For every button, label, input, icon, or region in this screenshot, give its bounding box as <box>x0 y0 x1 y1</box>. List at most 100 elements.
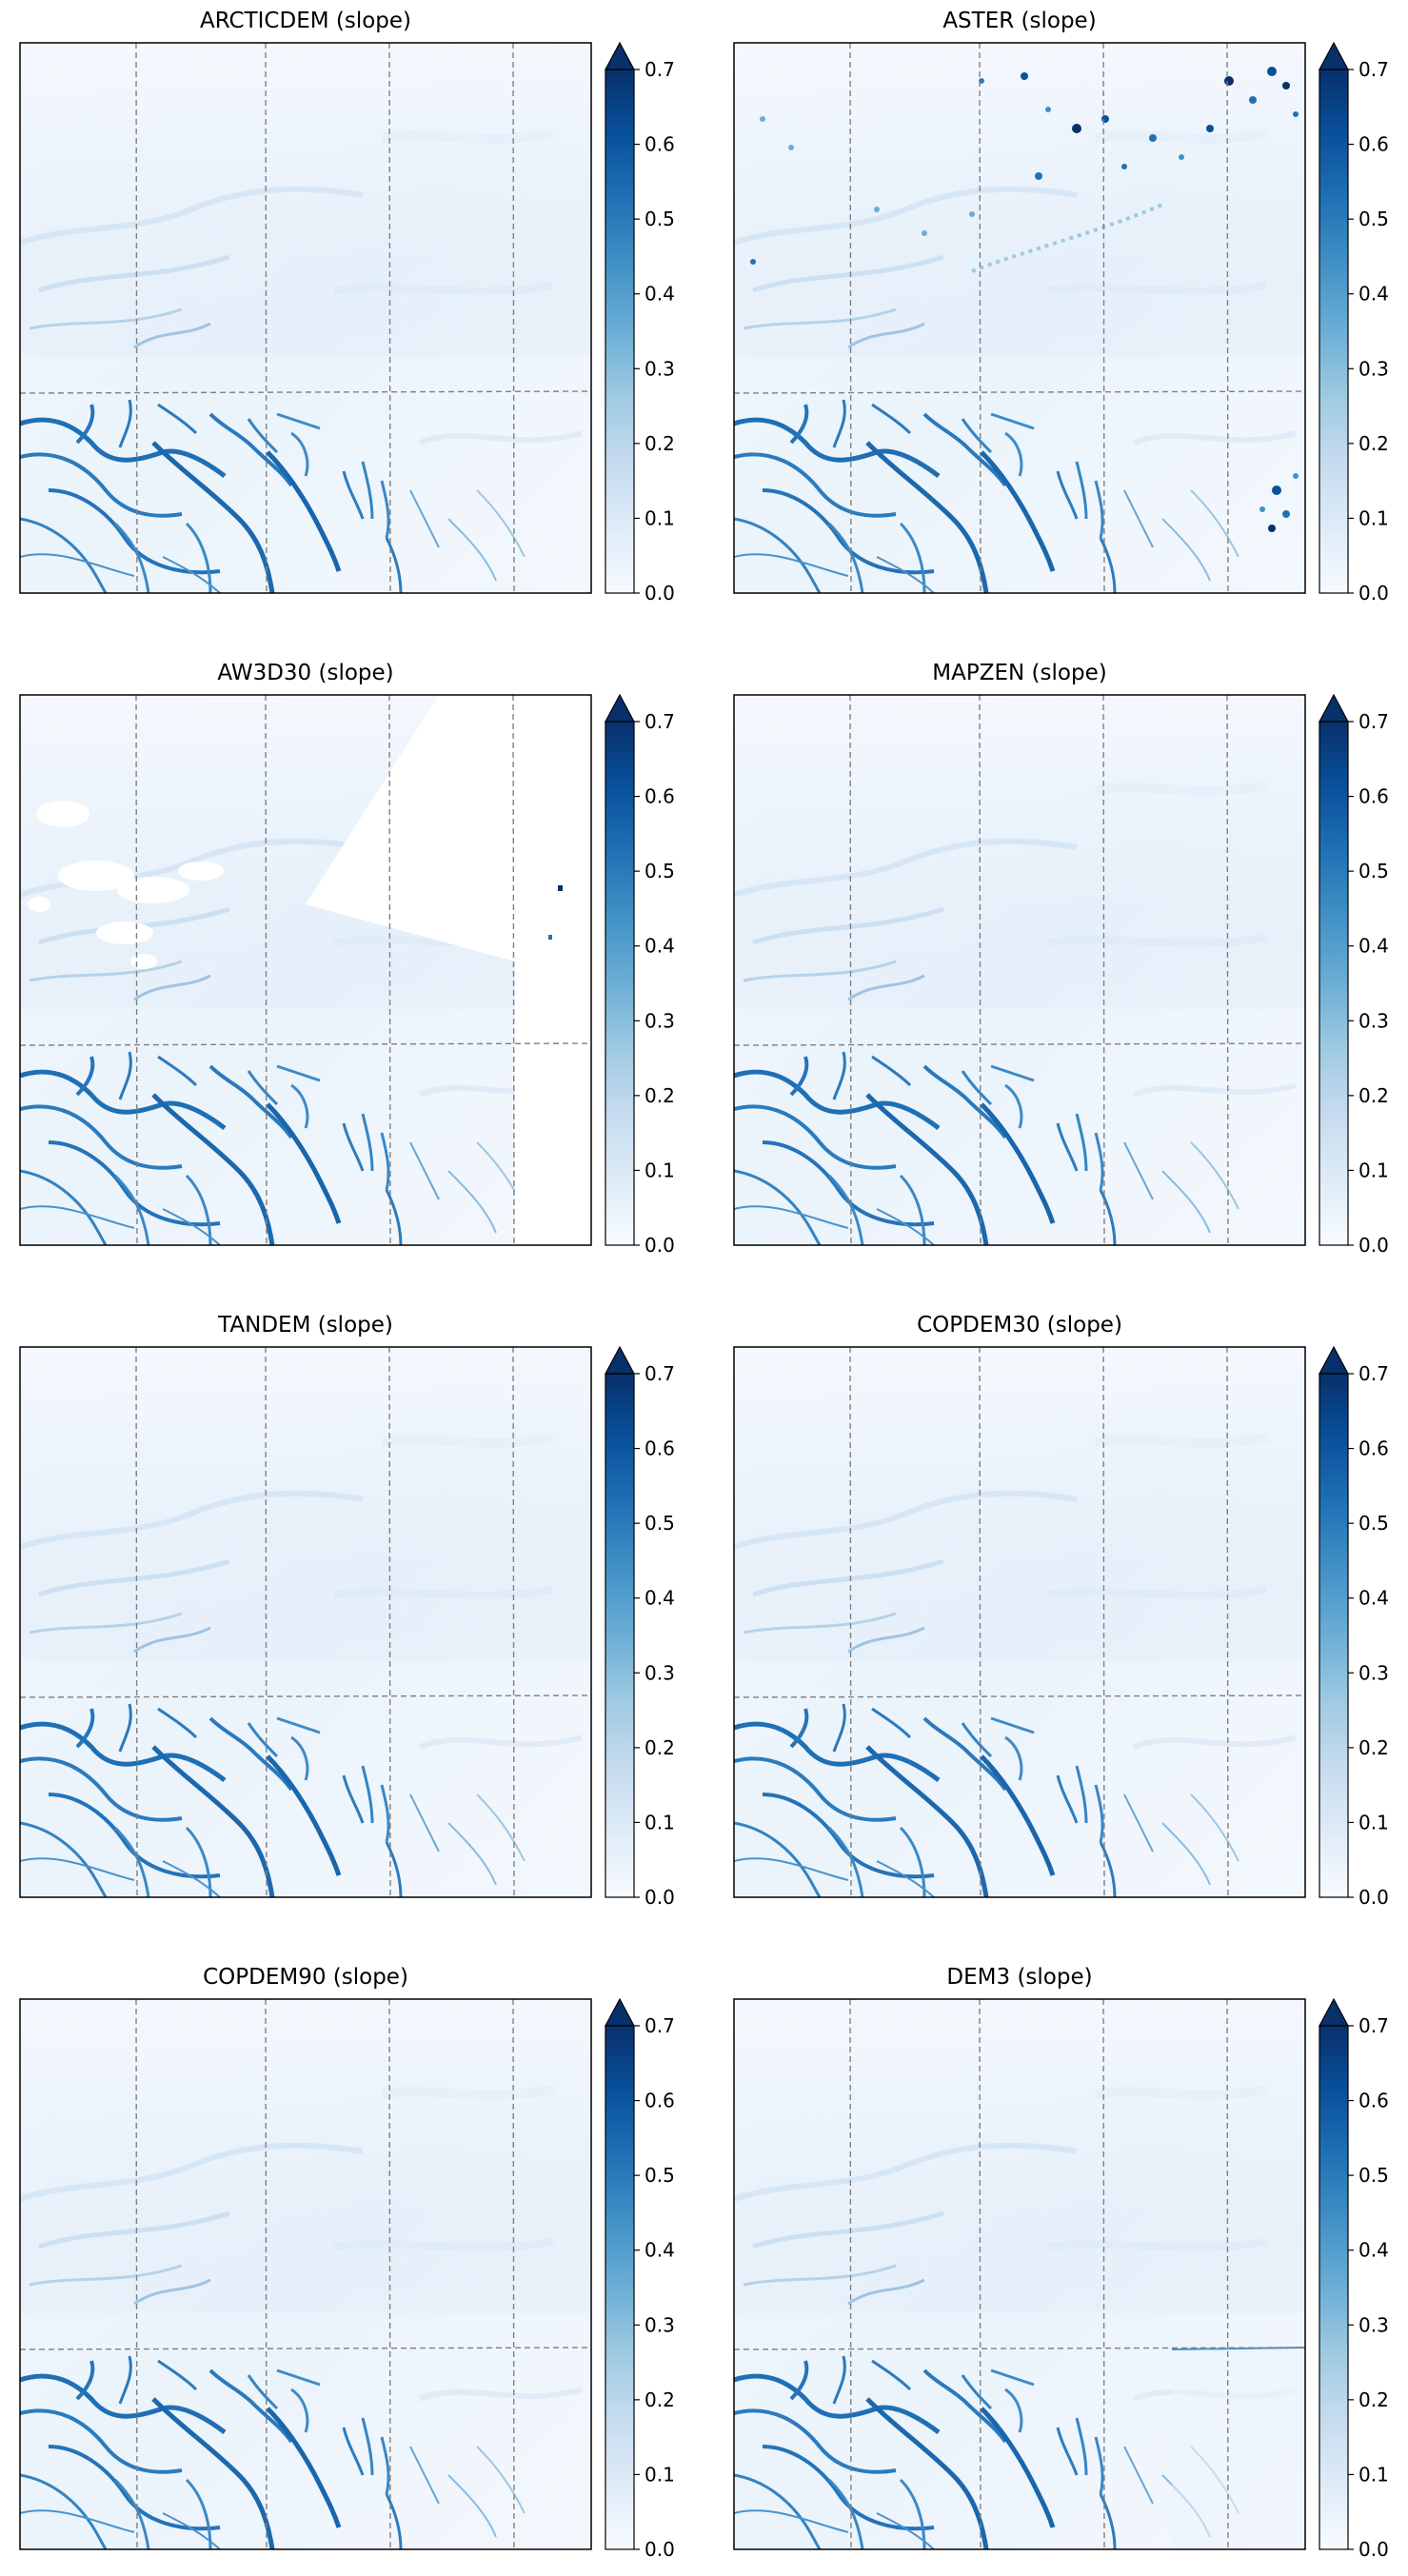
colorbar-tick-label: 0.5 <box>645 208 675 230</box>
panel-title: COPDEM30 (slope) <box>917 1313 1122 1338</box>
colorbar-tick-label: 0.7 <box>1358 2014 1389 2037</box>
colorbar-tick-label: 0.7 <box>1358 710 1389 733</box>
slope-raster <box>20 43 591 593</box>
gridline-parallel <box>20 1694 591 1698</box>
colorbar-extend-arrow <box>1318 1997 1350 2027</box>
gridline-meridian <box>979 43 982 593</box>
colorbar-tick-label: 0.7 <box>645 710 675 733</box>
colorbar: 0.0 0.1 0.2 0.3 0.4 0.5 0.6 0.7 <box>604 1345 675 1909</box>
slope-raster <box>734 695 1305 1245</box>
gridline-parallel <box>734 390 1305 394</box>
colorbar-extend-arrow <box>604 1997 636 2027</box>
colorbar-tick-label: 0.0 <box>1358 1886 1389 1909</box>
gridline-meridian <box>849 1999 852 2549</box>
gridline-parallel <box>734 1042 1305 1046</box>
colorbar-tick-label: 0.0 <box>1358 1234 1389 1257</box>
colorbar-gradient <box>605 721 635 1246</box>
colorbar-gradient <box>1319 69 1349 594</box>
gridline-meridian <box>512 43 515 593</box>
colorbar-tick-label: 0.7 <box>1358 58 1389 81</box>
gridline-meridian <box>388 695 391 1245</box>
colorbar-tick-label: 0.2 <box>1358 2388 1389 2411</box>
colorbar-tick-label: 0.5 <box>645 2164 675 2187</box>
colorbar-tick-label: 0.5 <box>1358 860 1389 882</box>
gridline-meridian <box>979 695 982 1245</box>
map-panel: TANDEM (slope) 0.0 0.1 0.2 0.3 0.4 0.5 0.6 0.7 <box>19 1313 675 1909</box>
gridline-meridian <box>512 1347 515 1897</box>
gridline-meridian <box>1102 1999 1105 2549</box>
colorbar-tick-label: 0.0 <box>645 582 675 604</box>
map-frame <box>19 1346 592 1898</box>
colorbar-tick-label: 0.1 <box>645 1159 675 1181</box>
map-frame <box>733 42 1306 594</box>
map-frame <box>19 1998 592 2550</box>
colorbar-extend-arrow <box>604 693 636 723</box>
colorbar-tick-label: 0.3 <box>1358 2313 1389 2336</box>
colorbar-tick-label: 0.6 <box>1358 1437 1389 1460</box>
colorbar-tick-label: 0.6 <box>645 133 675 156</box>
colorbar-tick-label: 0.5 <box>645 1512 675 1535</box>
colorbar-gradient <box>605 69 635 594</box>
colorbar: 0.0 0.1 0.2 0.3 0.4 0.5 0.6 0.7 <box>1318 41 1389 604</box>
colorbar-tick-label: 0.3 <box>1358 357 1389 380</box>
colorbar-tick-label: 0.0 <box>645 1234 675 1257</box>
slope-raster <box>734 1999 1305 2549</box>
map-frame <box>733 694 1306 1246</box>
panel-title: COPDEM90 (slope) <box>203 1965 408 1990</box>
gridline-meridian <box>388 1999 391 2549</box>
map-panel: DEM3 (slope) 0.0 0.1 0.2 0.3 0.4 0.5 0.6 0.7 <box>733 1965 1389 2561</box>
gridline-meridian <box>135 1347 138 1897</box>
colorbar-tick-label: 0.2 <box>645 2388 675 2411</box>
gridline-meridian <box>979 1347 982 1897</box>
map-panel: ARCTICDEM (slope)0.00.10.20.30.40.50.60.… <box>19 9 675 604</box>
colorbar-tick-label: 0.3 <box>645 1661 675 1684</box>
colorbar-tick-label: 0.6 <box>645 2090 675 2112</box>
colorbar-tick-label: 0.0 <box>1358 582 1389 604</box>
slope-raster <box>20 1347 591 1897</box>
colorbar-tick-label: 0.1 <box>645 2463 675 2486</box>
panels-layer: ARCTICDEM (slope)0.00.10.20.30.40.50.60.… <box>19 9 1389 2561</box>
colorbar-tick-label: 0.2 <box>645 1736 675 1759</box>
gridline-meridian <box>135 43 138 593</box>
gridline-parallel <box>734 2347 1305 2350</box>
colorbar: 0.0 0.1 0.2 0.3 0.4 0.5 0.6 0.7 <box>1318 1345 1389 1909</box>
colorbar-extend-arrow <box>1318 1345 1350 1375</box>
colorbar-tick-label: 0.4 <box>645 1587 675 1610</box>
gridline-meridian <box>135 1999 138 2549</box>
map-panel: COPDEM30 (slope) 0.0 0.1 0.2 0.3 0.4 0.5 0.6 0.7 <box>733 1313 1389 1909</box>
colorbar-tick-label: 0.1 <box>1358 1811 1389 1833</box>
colorbar-tick-label: 0.2 <box>1358 432 1389 455</box>
colorbar-tick-label: 0.5 <box>1358 2164 1389 2187</box>
gridline-meridian <box>265 1999 268 2549</box>
colorbar-tick-label: 0.5 <box>1358 208 1389 230</box>
colorbar-tick-label: 0.4 <box>1358 935 1389 958</box>
colorbar-tick-label: 0.0 <box>645 1886 675 1909</box>
gridline-meridian <box>1226 695 1229 1245</box>
map-frame <box>19 42 592 594</box>
colorbar-gradient <box>1319 1373 1349 1898</box>
gridline-parallel <box>734 1694 1305 1698</box>
colorbar-tick-label: 0.3 <box>645 357 675 380</box>
colorbar-gradient <box>1319 2025 1349 2550</box>
gridline-meridian <box>1226 1999 1229 2549</box>
colorbar: 0.0 0.1 0.2 0.3 0.4 0.5 0.6 0.7 <box>1318 693 1389 1257</box>
gridline-parallel <box>20 390 591 394</box>
colorbar-extend-arrow <box>604 41 636 70</box>
map-frame <box>733 1998 1306 2550</box>
panel-title: MAPZEN (slope) <box>932 661 1106 685</box>
slope-raster <box>20 1999 591 2549</box>
colorbar-extend-arrow <box>604 1345 636 1375</box>
gridline-meridian <box>1102 1347 1105 1897</box>
colorbar: 0.0 0.1 0.2 0.3 0.4 0.5 0.6 0.7 <box>604 693 675 1257</box>
colorbar-tick-label: 0.5 <box>645 860 675 882</box>
colorbar-gradient <box>605 1373 635 1898</box>
colorbar-tick-label: 0.6 <box>645 1437 675 1460</box>
gridline-parallel <box>20 1042 591 1046</box>
colorbar-tick-label: 0.6 <box>1358 2090 1389 2112</box>
colorbar-tick-label: 0.4 <box>1358 2239 1389 2262</box>
colorbar: 0.0 0.1 0.2 0.3 0.4 0.5 0.6 0.7 <box>604 1997 675 2561</box>
map-frame <box>733 1346 1306 1898</box>
colorbar-tick-label: 0.2 <box>1358 1736 1389 1759</box>
colorbar-tick-label: 0.7 <box>1358 1362 1389 1385</box>
